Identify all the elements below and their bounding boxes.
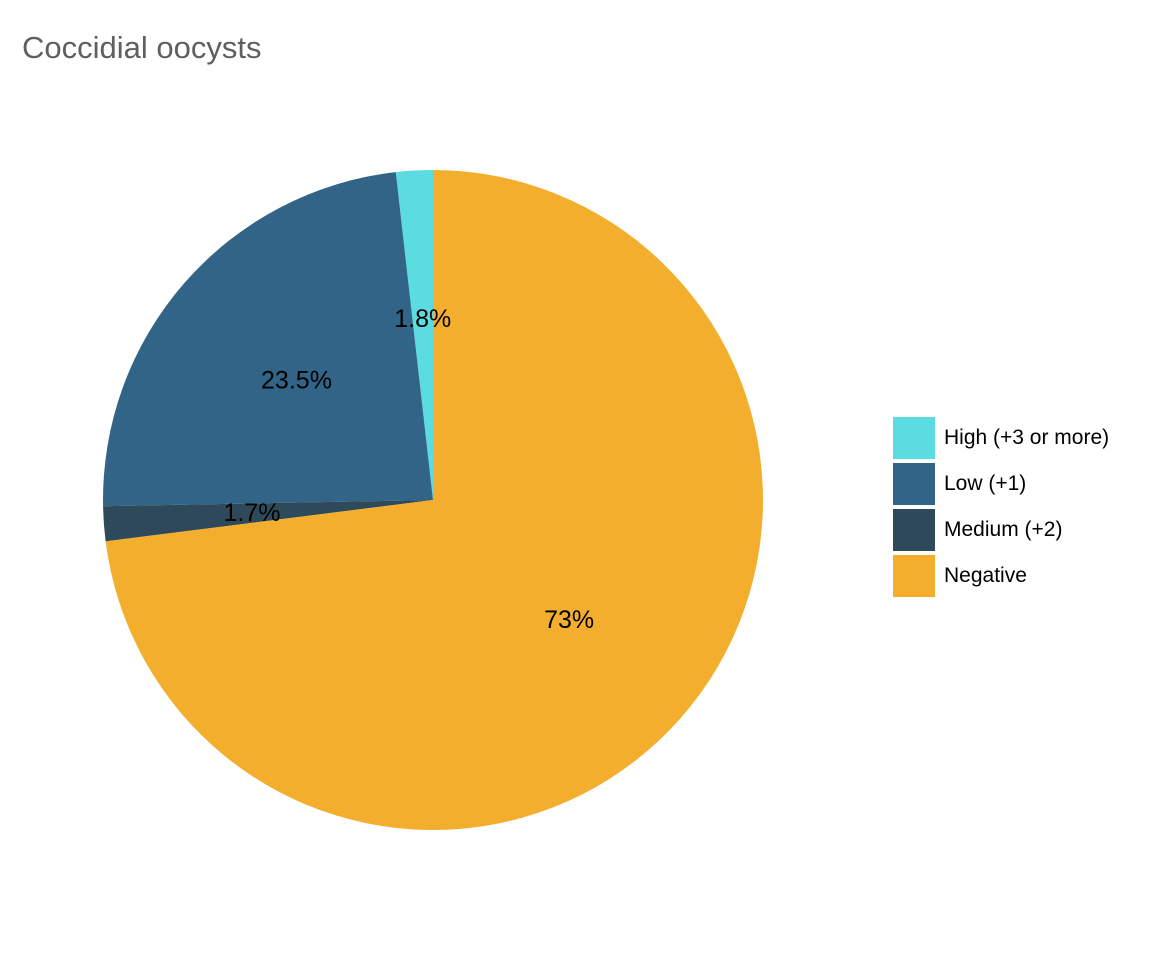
chart-title: Coccidial oocysts bbox=[22, 30, 262, 65]
legend-key-1 bbox=[893, 463, 935, 505]
pie-labels: 1.8% 23.5% 1.7% 73% bbox=[223, 305, 594, 634]
slice-label-2: 1.7% bbox=[223, 499, 280, 527]
pie-slice-0 bbox=[395, 170, 433, 500]
legend-item: Low (+1) bbox=[893, 461, 1109, 507]
legend-key-3 bbox=[893, 555, 935, 597]
legend-label-3: Negative bbox=[944, 564, 1027, 587]
legend-label-1: Low (+1) bbox=[944, 472, 1027, 495]
pie-slice-2 bbox=[103, 500, 433, 542]
pie-slices bbox=[103, 170, 763, 831]
legend-label-0: High (+3 or more) bbox=[944, 426, 1110, 449]
slice-label-0: 1.8% bbox=[394, 305, 451, 333]
legend: High (+3 or more) Low (+1) Medium (+2) Nega… bbox=[893, 415, 1109, 599]
legend-item: Medium (+2) bbox=[893, 507, 1109, 553]
legend-item: High (+3 or more) bbox=[893, 415, 1109, 461]
slice-label-3: 73% bbox=[544, 606, 594, 634]
legend-key-2 bbox=[893, 509, 935, 551]
legend-item: Negative bbox=[893, 553, 1109, 599]
legend-label-2: Medium (+2) bbox=[944, 518, 1063, 541]
legend-key-0 bbox=[893, 417, 935, 459]
slice-label-1: 23.5% bbox=[261, 366, 332, 394]
pie-slice-1 bbox=[103, 172, 433, 507]
pie-slice-3 bbox=[105, 170, 763, 831]
